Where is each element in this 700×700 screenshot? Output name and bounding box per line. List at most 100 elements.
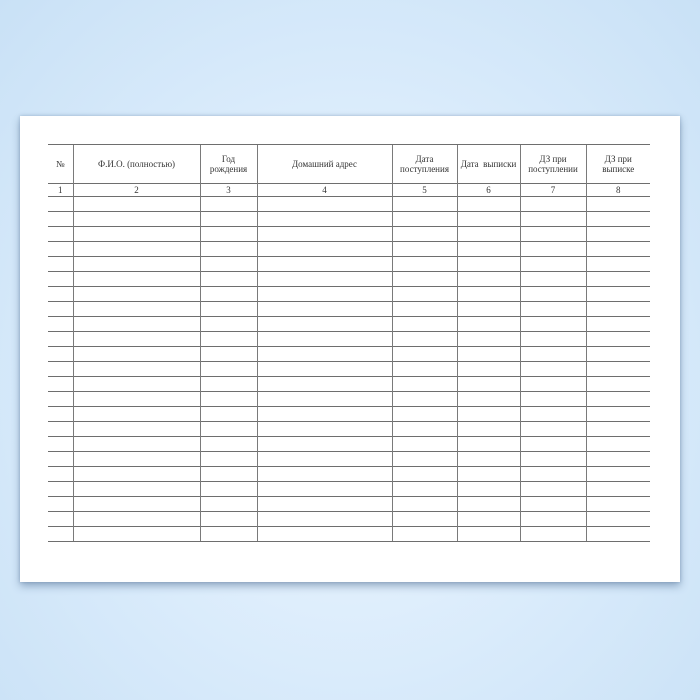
table-cell [256,241,392,257]
table-cell [256,391,392,407]
table-cell [456,496,520,512]
table-row [48,331,650,347]
table-cell [456,271,520,287]
table-cell [199,331,257,347]
table-cell [199,451,257,467]
table-cell [391,496,457,512]
table-cell [519,436,586,452]
table-cell [456,256,520,272]
table-cell [48,496,73,512]
table-row [48,346,650,362]
table-row [48,466,650,482]
table-cell [199,376,257,392]
table-cell [199,226,257,242]
table-cell [519,256,586,272]
table-row [48,496,650,512]
table-cell [199,511,257,527]
table-row [48,241,650,257]
table-cell [391,316,457,332]
table-cell [48,331,73,347]
table-cell [519,316,586,332]
table-cell [519,286,586,302]
table-cell [456,361,520,377]
table-cell [199,436,257,452]
table-cell [585,391,650,407]
table-cell [256,496,392,512]
table-cell [48,301,73,317]
table-cell [199,421,257,437]
table-cell [256,421,392,437]
table-cell [72,496,200,512]
table-cell [199,301,257,317]
table-cell [199,316,257,332]
table-cell [391,466,457,482]
table-cell [48,361,73,377]
table-row [48,436,650,452]
header-home-address: Домашний адрес [256,144,392,184]
table-row [48,481,650,497]
column-number: 2 [72,183,200,197]
table-cell [256,361,392,377]
table-cell [48,481,73,497]
table-cell [48,436,73,452]
header-discharge-date: Дата выписки [456,144,520,184]
table-cell [72,421,200,437]
table-cell [72,481,200,497]
table-cell [256,316,392,332]
table-cell [199,406,257,422]
table-row [48,361,650,377]
table-cell [256,466,392,482]
table-cell [72,256,200,272]
table-row [48,256,650,272]
table-cell [199,286,257,302]
table-cell [199,241,257,257]
table-cell [456,346,520,362]
table-cell [391,361,457,377]
table-cell [519,451,586,467]
column-number: 8 [585,183,650,197]
table-cell [585,331,650,347]
table-cell [456,511,520,527]
table-row [48,286,650,302]
table-cell [48,241,73,257]
table-cell [256,436,392,452]
table-cell [256,526,392,542]
table-cell [256,406,392,422]
table-cell [456,316,520,332]
table-cell [256,286,392,302]
table-cell [48,271,73,287]
table-row [48,421,650,437]
table-cell [256,256,392,272]
table-row [48,376,650,392]
table-cell [585,196,650,212]
table-cell [391,271,457,287]
table-cell [456,331,520,347]
table-row [48,316,650,332]
table-cell [72,211,200,227]
table-cell [72,406,200,422]
column-number: 3 [199,183,257,197]
table-cell [585,421,650,437]
table-cell [456,451,520,467]
table-row [48,451,650,467]
table-cell [585,526,650,542]
table-cell [391,481,457,497]
table-cell [585,211,650,227]
table-cell [519,241,586,257]
table-cell [48,226,73,242]
table-cell [519,466,586,482]
table-cell [48,391,73,407]
table-cell [199,526,257,542]
table-cell [256,226,392,242]
table-cell [48,346,73,362]
table-cell [48,196,73,212]
table-cell [519,331,586,347]
table-cell [391,421,457,437]
table-cell [48,421,73,437]
table-cell [585,361,650,377]
table-cell [48,316,73,332]
table-cell [585,511,650,527]
table-cell [585,406,650,422]
table-row [48,211,650,227]
table-cell [199,466,257,482]
